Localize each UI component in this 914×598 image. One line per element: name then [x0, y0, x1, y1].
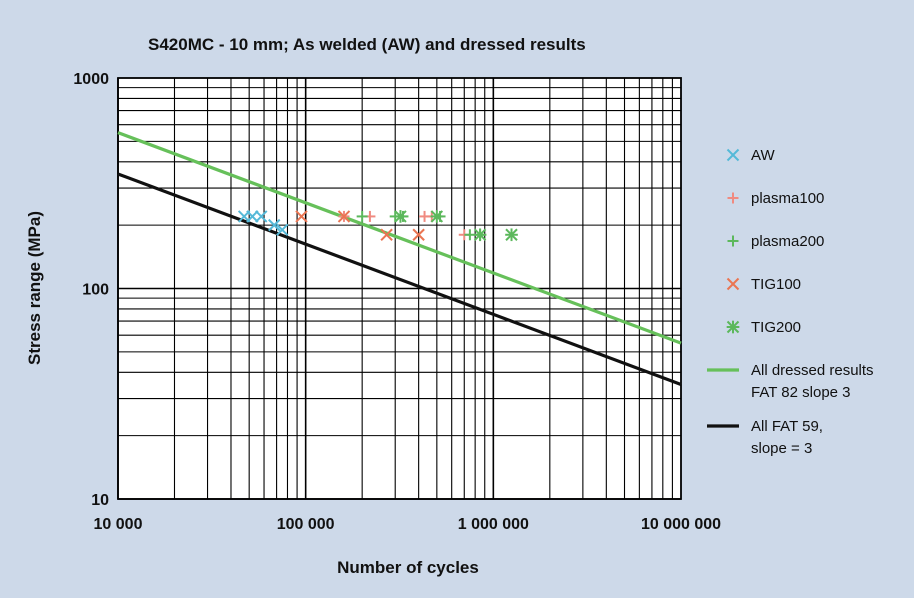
data-point-tig100 — [337, 210, 351, 223]
legend-label-plasma200: plasma200 — [751, 233, 824, 250]
y-tick-label: 1000 — [73, 71, 109, 88]
data-points — [237, 210, 518, 242]
legend-marker-tig100 — [726, 277, 740, 291]
y-axis-label: Stress range (MPa) — [25, 211, 44, 365]
legend-marker-plasma100 — [727, 192, 739, 204]
data-point-tig100 — [412, 228, 425, 241]
data-point-tig100 — [295, 210, 308, 223]
data-point-tig100 — [380, 228, 393, 241]
data-point-tig200 — [473, 228, 487, 242]
x-tick-label: 10 000 — [94, 516, 143, 533]
legend-label-tig100: TIG100 — [751, 276, 801, 293]
dressed-fit-line — [117, 131, 682, 345]
legend-marker-plasma200 — [727, 235, 739, 247]
y-tick-label: 100 — [82, 282, 109, 299]
data-point-aw — [255, 210, 268, 223]
data-point-plasma200 — [464, 229, 476, 241]
legend-marker-aw — [726, 148, 740, 162]
legend-label-tig200: TIG200 — [751, 319, 801, 336]
y-tick-label: 10 — [91, 492, 109, 509]
data-point-plasma200 — [356, 210, 368, 222]
legend-label-fat59: All FAT 59, slope = 3 — [751, 418, 823, 457]
data-point-tig200 — [505, 228, 518, 242]
legend-label-aw: AW — [751, 147, 775, 164]
data-point-aw — [246, 210, 259, 223]
legend-label-dressed: All dressed results FAT 82 slope 3 — [751, 362, 874, 401]
data-point-tig200 — [430, 210, 444, 223]
tick-labels: 10 000 100 000 1 000 000 10 000 000 10 100 100… — [73, 71, 721, 533]
x-axis-label: Number of cycles — [337, 558, 479, 577]
grid — [117, 77, 682, 500]
x-tick-label: 10 000 000 — [641, 516, 721, 533]
fit-lines — [117, 131, 682, 386]
x-tick-label: 100 000 — [277, 516, 335, 533]
plot-border — [117, 77, 682, 500]
fat59-fit-line — [117, 172, 682, 386]
legend-label-plasma100: plasma100 — [751, 190, 824, 207]
legend-marker-tig200 — [726, 320, 740, 334]
data-point-aw — [276, 223, 289, 237]
data-point-tig200 — [394, 210, 407, 223]
legend: AW plasma100 plasma200 TIG100 TIG200 All dres… — [707, 147, 874, 457]
data-point-aw — [268, 218, 281, 232]
x-tick-label: 1 000 000 — [458, 516, 529, 533]
chart-title: S420MC - 10 mm; As welded (AW) and dress… — [148, 35, 586, 54]
